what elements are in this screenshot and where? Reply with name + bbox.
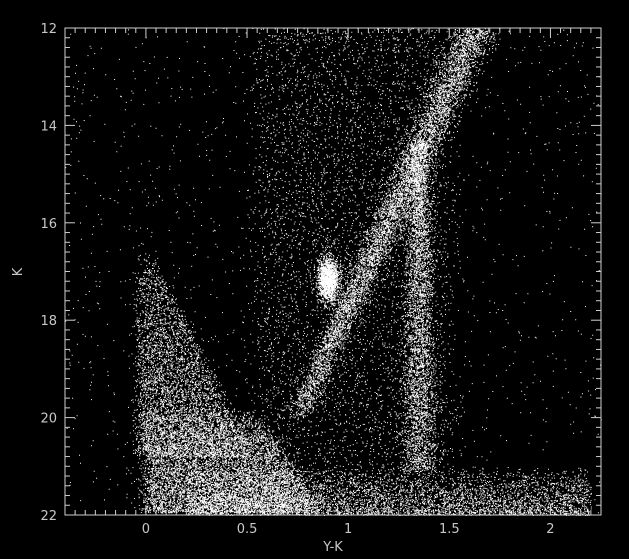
y-tick-label: 16: [40, 217, 57, 232]
y-tick-label: 20: [40, 412, 57, 427]
x-tick-label: 0.5: [237, 522, 258, 537]
x-tick-label: 0: [142, 522, 150, 537]
y-tick-labels: 12 14 16 18 20 22: [40, 22, 57, 524]
x-tick-label: 1: [344, 522, 352, 537]
y-tick-label: 18: [40, 314, 57, 329]
y-tick-label: 12: [40, 22, 57, 37]
axis-ticks: [65, 27, 602, 516]
y-axis-label: K: [11, 267, 26, 276]
x-tick-label: 2: [546, 522, 554, 537]
x-tick-label: 1.5: [439, 522, 460, 537]
scatter-point-cloud: [65, 28, 602, 516]
y-tick-label: 22: [40, 509, 57, 524]
y-tick-label: 14: [40, 119, 57, 134]
x-axis-label: Y-K: [322, 540, 343, 555]
scatter-points: [65, 28, 602, 516]
x-tick-labels: 0 0.5 1 1.5 2: [142, 522, 555, 537]
